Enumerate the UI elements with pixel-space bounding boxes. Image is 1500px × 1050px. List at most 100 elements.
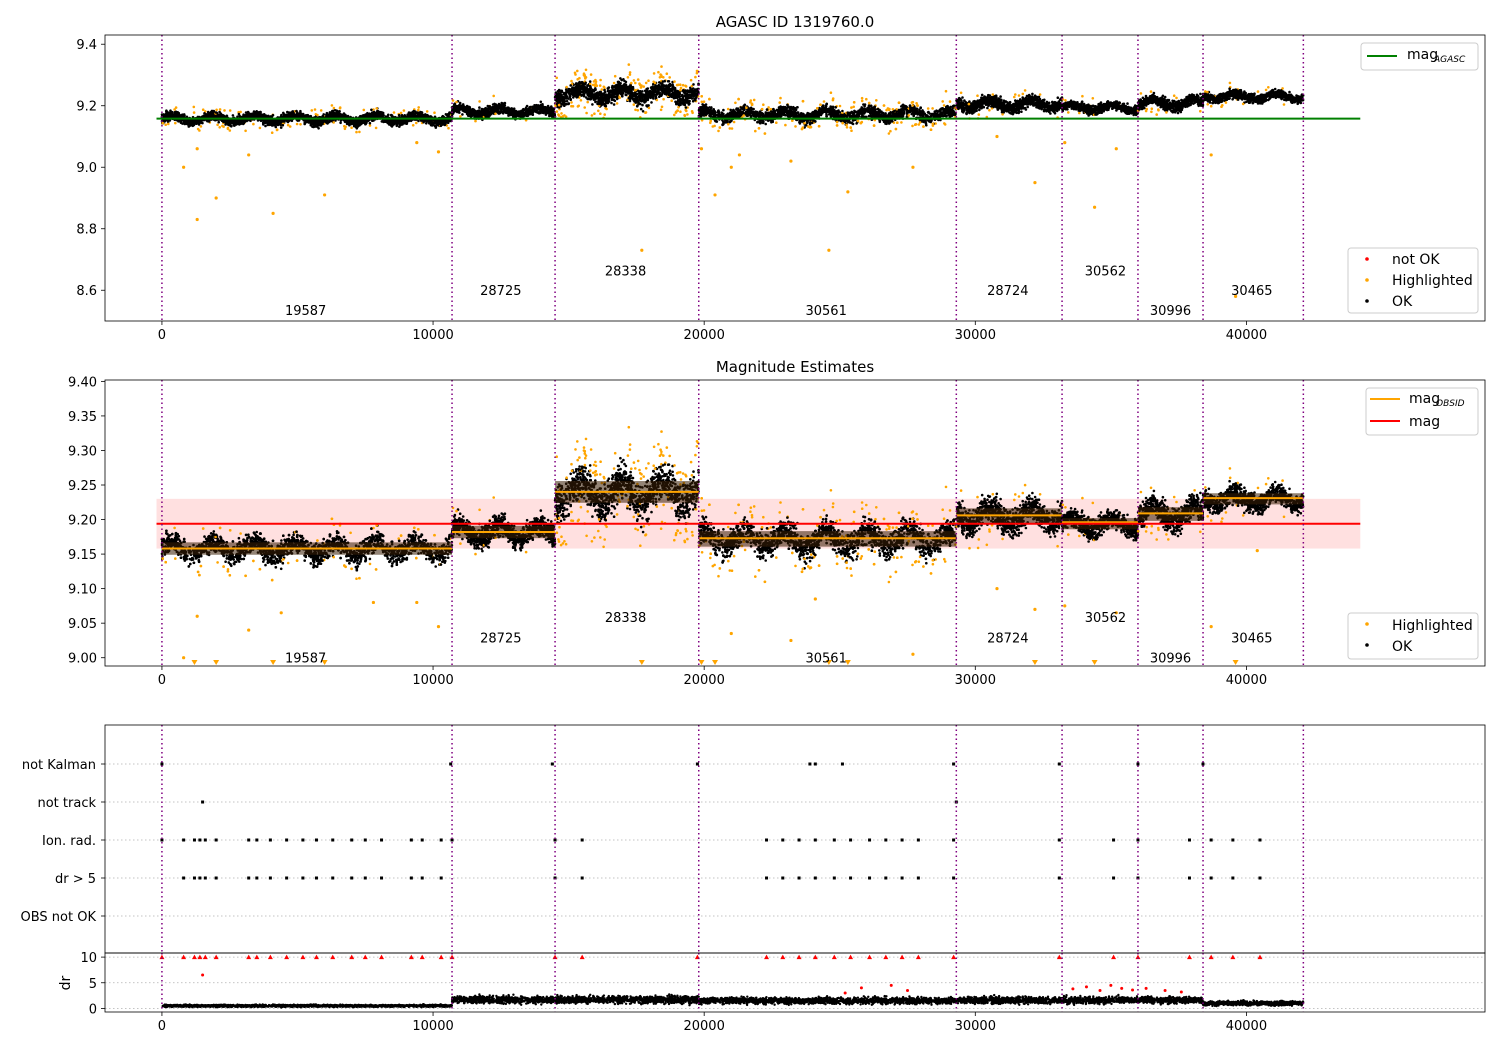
flag-mark — [884, 838, 888, 842]
outlier-point — [182, 165, 186, 169]
outlier-point — [1033, 181, 1037, 185]
outlier-point — [1063, 141, 1067, 145]
ytick-label: 0 — [89, 1002, 97, 1017]
not-ok-clipped-marker — [408, 954, 414, 960]
outlier-point — [640, 248, 644, 252]
flag-mark — [916, 838, 920, 842]
flag-mark — [580, 838, 584, 842]
flag-mark — [808, 762, 812, 766]
xtick-label: 40000 — [1226, 673, 1267, 688]
flag-mark — [192, 876, 196, 880]
outlier-point — [182, 656, 186, 660]
panel2-legend-lines: mag OBSID mag — [1365, 387, 1479, 436]
panel-agasc: AGASC ID 1319760.0 0 10000 20000 30000 40000… — [76, 13, 1486, 343]
not-ok-clipped-marker — [213, 954, 219, 960]
legend-mag-agasc: mag — [1407, 47, 1438, 63]
ytick-label: 9.30 — [68, 444, 97, 459]
flag-mark — [203, 838, 207, 842]
not-ok-point — [1179, 990, 1183, 994]
flag-mark — [160, 762, 164, 766]
flag-mark — [363, 838, 367, 842]
flag-mark — [203, 876, 207, 880]
flag-mark — [884, 876, 888, 880]
ytick-label: 10 — [80, 951, 97, 966]
not-ok-clipped-marker — [449, 954, 455, 960]
flag-mark — [192, 838, 196, 842]
flag-mark — [849, 876, 853, 880]
not-ok-clipped-marker — [831, 954, 837, 960]
not-ok-clipped-marker — [579, 954, 585, 960]
not-ok-clipped-marker — [362, 954, 368, 960]
not-ok-clipped-marker — [780, 954, 786, 960]
outlier-point — [911, 165, 915, 169]
clipped-marker — [1091, 660, 1098, 665]
not-ok-clipped-marker — [300, 954, 306, 960]
flag-mark — [214, 838, 218, 842]
flag-mark — [247, 838, 251, 842]
legend-not-ok: not OK — [1392, 252, 1440, 268]
flag-mark — [1258, 838, 1262, 842]
not-ok-point — [201, 973, 205, 977]
not-ok-point — [1098, 988, 1102, 992]
ytick-label: 9.00 — [68, 652, 97, 667]
flag-category-label: Ion. rad. — [42, 834, 96, 849]
ytick-label: 9.10 — [68, 583, 97, 598]
flag-mark — [781, 838, 785, 842]
not-ok-clipped-marker — [330, 954, 336, 960]
panel1-frame — [104, 34, 1486, 322]
not-ok-clipped-marker — [349, 954, 355, 960]
panel-dr: 0 10000 20000 30000 40000 0 5 10 dr — [58, 951, 1486, 1034]
flag-mark — [420, 876, 424, 880]
not-ok-point — [1084, 985, 1088, 989]
obsid-label: 28338 — [605, 611, 646, 626]
not-ok-clipped-marker — [848, 954, 854, 960]
ytick-label: 9.4 — [76, 38, 97, 53]
flag-mark — [1209, 876, 1213, 880]
xtick-label: 10000 — [412, 328, 453, 343]
outlier-point — [1033, 607, 1037, 611]
not-ok-clipped-marker — [764, 954, 770, 960]
outlier-point — [195, 147, 199, 151]
outlier-point — [279, 611, 283, 615]
outlier-point — [1209, 153, 1213, 157]
flag-mark — [268, 876, 272, 880]
flag-mark — [580, 876, 584, 880]
ytick-label: 9.20 — [68, 514, 97, 529]
not-ok-clipped-marker — [284, 954, 290, 960]
flag-mark — [1187, 838, 1191, 842]
obsid-label: 30465 — [1231, 284, 1272, 299]
outlier-point — [1063, 604, 1067, 608]
outlier-point — [846, 190, 850, 194]
flag-category-label: dr > 5 — [55, 872, 96, 887]
xtick-label: 30000 — [955, 1019, 996, 1034]
legend-mag-obsid: mag — [1409, 391, 1440, 407]
flag-mark — [813, 762, 817, 766]
outlier-point — [371, 600, 376, 605]
flag-mark — [363, 876, 367, 880]
flag-mark — [832, 838, 836, 842]
flag-mark — [900, 838, 904, 842]
flag-mark — [247, 876, 251, 880]
outlier-point — [995, 587, 999, 591]
flag-mark — [840, 762, 844, 766]
panel2-legend-markers: Highlighted OK — [1347, 612, 1479, 660]
flag-mark — [285, 876, 289, 880]
panel2-data — [156, 380, 1361, 666]
flag-mark — [1057, 876, 1061, 880]
legend2-ok: OK — [1392, 639, 1413, 655]
not-ok-point — [889, 983, 893, 987]
flag-mark — [1057, 762, 1061, 766]
flag-mark — [198, 876, 202, 880]
flag-mark — [420, 838, 424, 842]
panel1-axes: 0 10000 20000 30000 40000 8.6 8.8 9.0 9.2 9.4 — [76, 34, 1486, 343]
outlier-point — [729, 631, 733, 636]
flag-mark — [832, 876, 836, 880]
flag-mark — [1187, 876, 1191, 880]
flag-mark — [331, 876, 335, 880]
not-ok-point — [1163, 988, 1167, 992]
panel4-axes: 0 10000 20000 30000 40000 0 5 10 — [80, 951, 1486, 1034]
obsid-label: 30465 — [1231, 632, 1272, 647]
xtick-label: 10000 — [412, 673, 453, 688]
xtick-label: 20000 — [683, 328, 724, 343]
